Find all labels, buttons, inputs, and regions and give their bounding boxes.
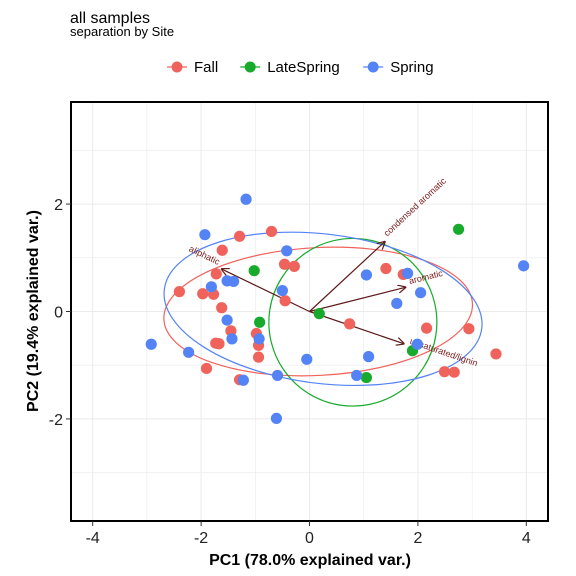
point-fall: [200, 362, 213, 375]
point-latespring: [313, 308, 325, 320]
y-axis-label: PC2 (19.4% explained var.): [25, 210, 42, 412]
point-spring: [301, 353, 313, 365]
chart-title: all samples: [70, 10, 150, 27]
point-spring: [183, 346, 195, 358]
legend: Fall LateSpring Spring: [167, 59, 434, 76]
point-spring: [240, 193, 252, 205]
point-spring: [226, 333, 238, 345]
data-points: [145, 193, 530, 424]
point-spring: [391, 297, 403, 310]
x-tick-label: 0: [305, 530, 314, 547]
point-fall: [216, 244, 228, 256]
point-spring: [360, 269, 373, 281]
chart-subtitle: separation by Site: [70, 24, 174, 39]
x-tick-label: -4: [86, 530, 100, 547]
loading-arrow: [309, 242, 385, 312]
point-fall: [233, 230, 246, 242]
legend-key-point: [244, 61, 256, 73]
point-spring: [145, 338, 157, 350]
point-fall: [279, 295, 291, 307]
loading-arrow: [222, 269, 310, 313]
ellipse-latespring: [268, 237, 438, 407]
point-spring: [518, 260, 530, 272]
point-spring: [237, 374, 249, 386]
point-fall: [438, 366, 451, 378]
point-fall: [278, 258, 291, 270]
point-spring: [351, 369, 363, 382]
point-spring: [276, 284, 288, 297]
point-fall: [210, 268, 222, 280]
point-fall: [490, 348, 502, 360]
legend-item-spring: Spring: [363, 59, 434, 76]
point-fall: [173, 286, 186, 298]
legend-item-latespring: LateSpring: [240, 59, 340, 76]
point-fall: [216, 302, 228, 314]
grid: [71, 102, 548, 521]
legend-key-point: [171, 61, 183, 73]
point-latespring: [254, 316, 266, 328]
point-spring: [228, 275, 240, 288]
x-tick-label: 4: [522, 530, 531, 547]
y-tick-label: 2: [54, 197, 63, 214]
point-spring: [199, 229, 211, 241]
point-latespring: [452, 223, 465, 235]
y-tick-label: 0: [54, 305, 63, 322]
point-fall: [344, 318, 356, 330]
point-spring: [281, 245, 293, 257]
point-spring: [270, 412, 283, 424]
axis-ticks: -4 -2 0 2 4 -2 0 2: [49, 197, 531, 547]
point-spring: [402, 267, 414, 279]
point-latespring: [360, 371, 373, 384]
legend-label: Fall: [194, 59, 218, 76]
point-fall: [380, 262, 392, 275]
point-fall: [463, 323, 475, 335]
point-spring: [205, 281, 217, 293]
loading-arrow: [309, 287, 406, 313]
point-spring: [221, 314, 233, 326]
point-spring: [362, 351, 375, 363]
point-fall: [213, 338, 225, 350]
ellipses: [163, 231, 483, 407]
point-fall: [252, 351, 265, 363]
y-tick-label: -2: [49, 412, 63, 429]
point-spring: [253, 333, 265, 345]
ellipse-spring: [163, 231, 483, 387]
x-axis-label: PC1 (78.0% explained var.): [209, 552, 411, 569]
legend-label: Spring: [390, 59, 433, 76]
point-spring: [415, 287, 427, 299]
point-fall: [420, 322, 433, 334]
x-tick-label: 2: [413, 530, 422, 547]
point-fall: [448, 366, 460, 378]
point-fall: [288, 260, 300, 272]
loading-arrow: [309, 310, 404, 344]
point-fall: [265, 225, 278, 238]
legend-label: LateSpring: [267, 59, 340, 76]
legend-key-point: [367, 61, 379, 73]
point-fall: [197, 288, 209, 300]
point-latespring: [248, 265, 260, 277]
point-spring: [271, 369, 284, 382]
legend-item-fall: Fall: [167, 59, 218, 76]
point-spring: [411, 338, 423, 350]
x-tick-label: -2: [194, 530, 208, 547]
